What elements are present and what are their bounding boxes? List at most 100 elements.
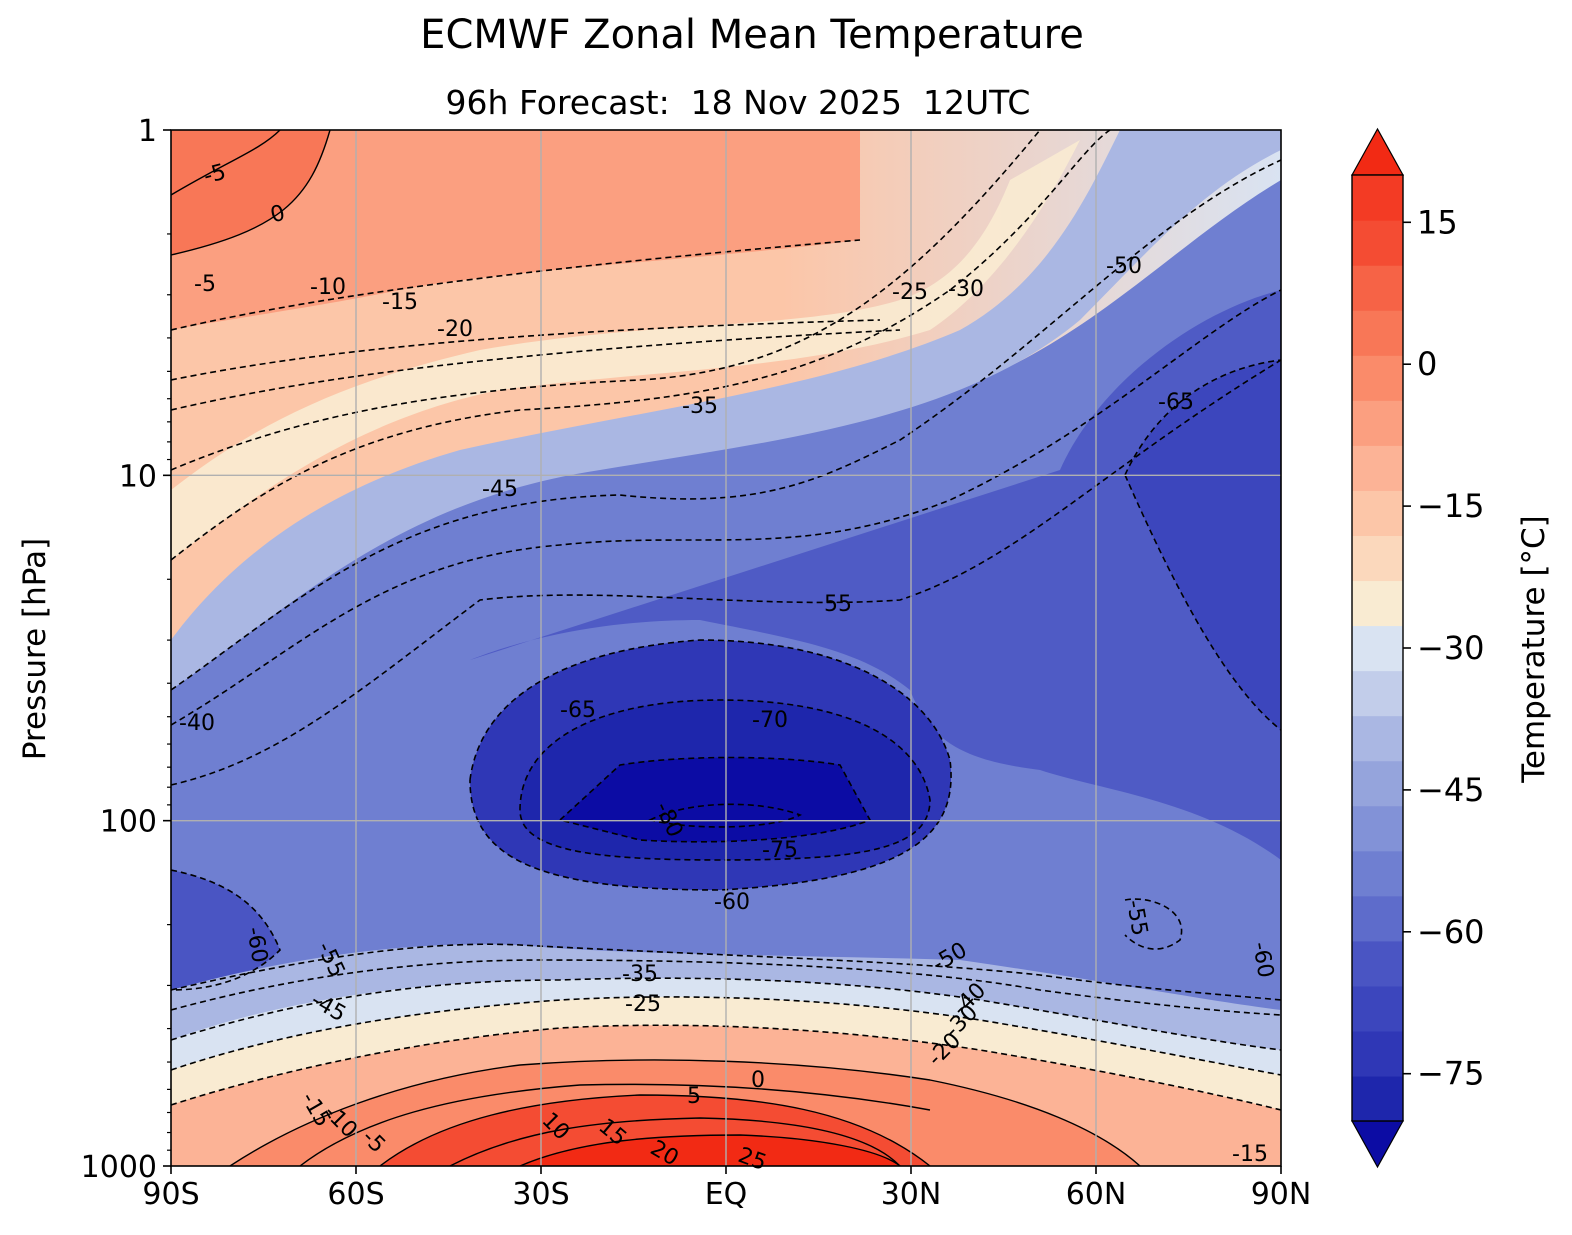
contour-line — [171, 996, 1281, 1076]
contour-label: 5 — [687, 1084, 701, 1109]
contour-label: 55 — [824, 592, 852, 617]
contour-line — [299, 1083, 931, 1166]
contour-lines-dashed — [171, 130, 1281, 1111]
colorbar-tick-label: −75 — [1417, 1055, 1485, 1093]
y-axis-label: Pressure [hPa] — [17, 538, 53, 760]
contour-line — [1124, 474, 1281, 731]
colorbar-extend-max — [1350, 127, 1405, 176]
chart-title: ECMWF Zonal Mean Temperature — [420, 12, 1084, 58]
x-axis: 90S 60S 30S EQ 30N 60N 90N — [142, 1166, 1311, 1212]
contour-line — [171, 130, 1111, 561]
contour-line — [519, 1134, 901, 1166]
colorbar-swatch — [1352, 850, 1403, 897]
y-tick-label: 10 — [119, 459, 157, 494]
colorbar-swatch — [1352, 670, 1403, 717]
y-axis: 1 10 100 1000 — [81, 114, 171, 1185]
colorbar-swatch — [1352, 580, 1403, 627]
colorbar-swatch — [1352, 400, 1403, 446]
contour-line — [171, 159, 1281, 691]
colorbar-swatch — [1352, 355, 1403, 401]
field-band-cream — [171, 140, 1080, 560]
colorbar-swatch — [1352, 1075, 1403, 1122]
colorbar-swatch — [1352, 625, 1403, 672]
colorbar-swatch — [1352, 265, 1403, 311]
field-band-south-pole-cold — [171, 870, 280, 990]
contour-line — [469, 639, 952, 891]
field-band-upper-red — [171, 130, 330, 255]
contour-line — [171, 130, 281, 196]
colorbar-tick-label: −45 — [1417, 771, 1485, 809]
contour-label: -75 — [762, 838, 798, 863]
colorbar-swatch — [1352, 805, 1403, 852]
contour-label: -25 — [625, 992, 661, 1017]
contour-line — [171, 239, 861, 331]
colorbar-swatch — [1352, 940, 1403, 987]
field-band-polar-cold — [1125, 360, 1281, 730]
contour-line — [171, 130, 1041, 471]
contour-line — [171, 869, 281, 991]
contour-label: -65 — [1158, 390, 1194, 415]
contour-label: -5 — [194, 272, 216, 297]
contour-line — [171, 959, 1281, 1016]
contour-line — [1124, 898, 1183, 950]
contour-label: -40 — [179, 711, 215, 736]
chart-subtitle: 96h Forecast: 18 Nov 2025 12UTC — [446, 83, 1031, 122]
contour-line — [171, 1024, 1281, 1111]
contour-line — [449, 1117, 901, 1166]
colorbar-swatch — [1352, 985, 1403, 1032]
grid-lines — [171, 130, 1281, 1166]
contour-label: -15 — [382, 290, 418, 315]
contour-label: -15 — [1232, 1142, 1268, 1167]
contour-label: -10 — [310, 275, 346, 300]
contour-line — [229, 1059, 1141, 1166]
x-tick-label: 90N — [1251, 1177, 1312, 1212]
contour-label: -30 — [948, 277, 984, 302]
colorbar-tick-label: 15 — [1417, 203, 1458, 241]
x-tick-label: EQ — [705, 1177, 748, 1212]
contour-label: 0 — [268, 201, 288, 229]
x-tick-label: 60N — [1066, 1177, 1127, 1212]
colorbar-swatch — [1352, 175, 1403, 221]
contour-lines-solid — [171, 130, 1141, 1166]
contour-line — [379, 1094, 931, 1166]
x-tick-label: 60S — [327, 1177, 384, 1212]
colorbar-swatch — [1352, 445, 1403, 491]
contour-label: -35 — [622, 962, 658, 987]
colorbar: 15 0 −15 −30 −45 −60 −75 — [1350, 127, 1485, 1169]
contour-label: -60 — [714, 890, 750, 915]
colorbar-swatch — [1352, 715, 1403, 762]
contour-label: -25 — [892, 280, 928, 305]
colorbar-swatch — [1352, 535, 1403, 582]
colorbar-tick-label: −30 — [1417, 629, 1485, 667]
colorbar-extend-min — [1350, 1120, 1405, 1169]
contour-line — [171, 329, 901, 411]
contour-line — [647, 803, 803, 828]
colorbar-swatch — [1352, 895, 1403, 942]
field-band-mid-cold — [470, 290, 1281, 860]
field-band-upper-orange — [171, 130, 860, 330]
contour-line — [171, 359, 1281, 786]
contour-line — [519, 699, 931, 861]
colorbar-label: Temperature [°C] — [1516, 515, 1552, 784]
colorbar-swatch — [1352, 310, 1403, 356]
contour-label: -60 — [1247, 940, 1278, 980]
x-tick-label: 30N — [881, 1177, 942, 1212]
x-tick-label: 30S — [512, 1177, 569, 1212]
x-tick-label: 90S — [142, 1177, 199, 1212]
contour-label: -55 — [1121, 898, 1152, 938]
field-band-near-surface-hottest — [520, 1135, 900, 1166]
contour-label: -50 — [1106, 254, 1142, 279]
colorbar-tick-label: −60 — [1417, 913, 1485, 951]
contour-line — [171, 977, 1281, 1051]
contour-line — [171, 130, 331, 256]
contour-line — [171, 943, 1281, 1001]
colorbar-tick-label: −15 — [1417, 487, 1485, 525]
colorbar-swatch — [1352, 220, 1403, 266]
colorbar-swatch — [1352, 1030, 1403, 1077]
y-tick-label: 100 — [100, 805, 157, 840]
colorbar-swatch — [1352, 760, 1403, 807]
colorbar-tick-label: 0 — [1417, 345, 1437, 383]
contour-line — [1124, 359, 1281, 476]
contour-label: -70 — [752, 708, 788, 733]
contour-label: -20 — [437, 317, 473, 342]
